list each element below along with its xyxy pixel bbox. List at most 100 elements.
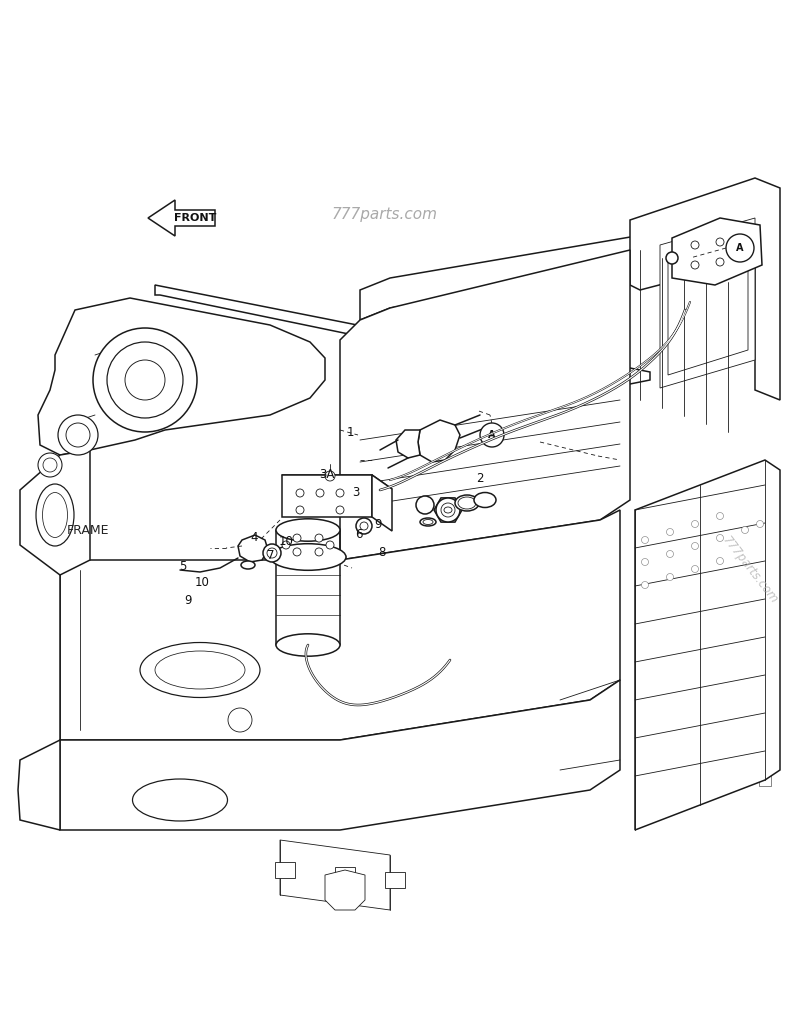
Text: 10: 10	[195, 576, 210, 589]
Polygon shape	[759, 774, 771, 786]
Circle shape	[666, 573, 674, 581]
Circle shape	[717, 512, 723, 520]
Circle shape	[263, 544, 281, 562]
Ellipse shape	[155, 651, 245, 689]
Circle shape	[228, 708, 252, 732]
Polygon shape	[148, 200, 215, 236]
Text: A: A	[736, 243, 744, 253]
Circle shape	[325, 471, 335, 481]
Polygon shape	[282, 475, 372, 518]
Circle shape	[315, 534, 323, 542]
Text: 5: 5	[178, 560, 186, 572]
Circle shape	[107, 342, 183, 418]
Circle shape	[58, 415, 98, 455]
Circle shape	[296, 489, 304, 497]
Polygon shape	[38, 298, 325, 455]
Circle shape	[267, 548, 277, 558]
Polygon shape	[325, 870, 365, 910]
Circle shape	[642, 582, 649, 589]
Polygon shape	[660, 218, 755, 388]
Circle shape	[93, 328, 197, 432]
Polygon shape	[372, 475, 392, 531]
Polygon shape	[638, 578, 652, 592]
Circle shape	[666, 551, 674, 558]
Circle shape	[316, 489, 324, 497]
Polygon shape	[60, 510, 620, 740]
Polygon shape	[434, 498, 462, 522]
Text: 4: 4	[250, 531, 258, 543]
Text: 777parts.com: 777parts.com	[332, 207, 438, 223]
Polygon shape	[759, 749, 771, 761]
Polygon shape	[155, 285, 650, 388]
Circle shape	[282, 541, 290, 549]
Ellipse shape	[455, 495, 479, 511]
Polygon shape	[688, 562, 702, 576]
Circle shape	[642, 536, 649, 543]
Polygon shape	[635, 460, 780, 830]
Polygon shape	[663, 570, 677, 584]
Ellipse shape	[474, 493, 496, 507]
Polygon shape	[672, 218, 762, 285]
Polygon shape	[18, 740, 60, 830]
Circle shape	[742, 527, 749, 533]
Polygon shape	[275, 862, 295, 878]
Polygon shape	[385, 873, 405, 888]
Ellipse shape	[241, 561, 255, 569]
Ellipse shape	[444, 507, 452, 513]
Polygon shape	[713, 554, 727, 568]
Polygon shape	[759, 674, 771, 686]
Text: 3A: 3A	[318, 468, 334, 480]
Polygon shape	[238, 535, 268, 562]
Text: 3: 3	[352, 486, 360, 499]
Circle shape	[691, 261, 699, 269]
Polygon shape	[340, 250, 630, 560]
Text: 10: 10	[279, 535, 294, 548]
Circle shape	[716, 258, 724, 266]
Polygon shape	[663, 525, 677, 539]
Text: 2: 2	[476, 472, 484, 484]
Text: FRONT: FRONT	[174, 213, 216, 223]
Circle shape	[738, 246, 746, 254]
Circle shape	[666, 252, 678, 264]
Ellipse shape	[36, 484, 74, 546]
Text: 1: 1	[346, 426, 354, 439]
Text: FRAME: FRAME	[66, 524, 110, 536]
Circle shape	[293, 548, 301, 556]
Text: 9: 9	[374, 519, 382, 531]
Circle shape	[691, 565, 698, 572]
Polygon shape	[282, 475, 392, 489]
Circle shape	[757, 521, 763, 528]
Polygon shape	[60, 680, 620, 830]
Circle shape	[717, 558, 723, 564]
Circle shape	[66, 423, 90, 447]
Polygon shape	[668, 233, 748, 375]
Text: 8: 8	[378, 546, 386, 559]
Polygon shape	[713, 531, 727, 545]
Circle shape	[691, 521, 698, 528]
Ellipse shape	[42, 493, 67, 537]
Polygon shape	[280, 840, 390, 910]
Ellipse shape	[133, 779, 227, 821]
Ellipse shape	[276, 519, 340, 541]
Polygon shape	[753, 518, 767, 531]
Circle shape	[356, 518, 372, 534]
Polygon shape	[759, 699, 771, 711]
Text: 6: 6	[354, 528, 362, 540]
Circle shape	[716, 238, 724, 246]
Polygon shape	[663, 548, 677, 561]
Circle shape	[336, 506, 344, 514]
Circle shape	[43, 459, 57, 472]
Circle shape	[691, 241, 699, 249]
Polygon shape	[335, 867, 355, 883]
Ellipse shape	[420, 518, 436, 526]
Text: 7: 7	[266, 550, 274, 562]
Circle shape	[293, 534, 301, 542]
Polygon shape	[759, 724, 771, 736]
Circle shape	[726, 234, 754, 262]
Circle shape	[480, 423, 504, 447]
Text: 9: 9	[184, 594, 192, 607]
Circle shape	[326, 541, 334, 549]
Circle shape	[336, 489, 344, 497]
Text: 777parts.com: 777parts.com	[720, 534, 780, 607]
Circle shape	[125, 360, 165, 400]
